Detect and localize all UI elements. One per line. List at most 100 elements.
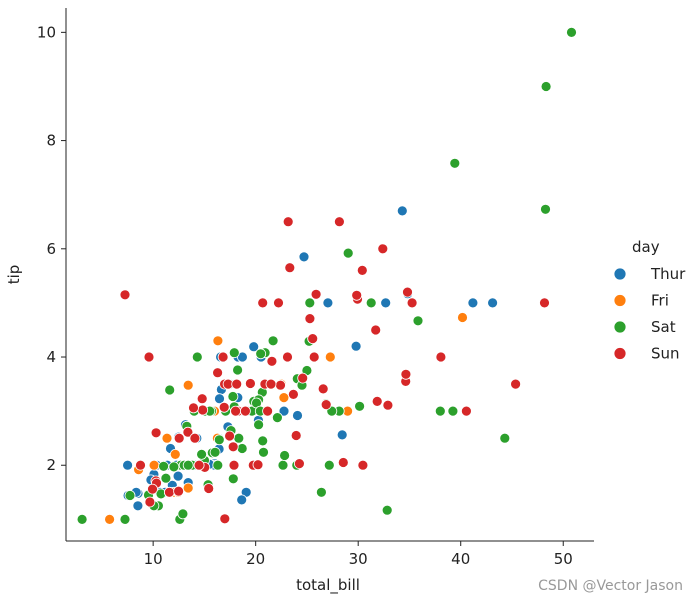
data-point xyxy=(172,470,184,482)
data-point xyxy=(227,441,239,453)
data-point xyxy=(266,355,278,367)
data-point xyxy=(308,351,320,363)
data-point xyxy=(257,435,269,447)
data-point xyxy=(104,514,115,525)
data-point xyxy=(228,459,240,471)
data-point xyxy=(333,216,345,228)
y-tick-label: 8 xyxy=(46,132,56,150)
data-point xyxy=(412,315,424,327)
data-point xyxy=(135,459,146,471)
data-point xyxy=(236,494,248,506)
data-point xyxy=(189,432,201,444)
data-point xyxy=(435,351,447,363)
data-point xyxy=(290,430,302,441)
y-tick-label: 10 xyxy=(37,23,56,41)
data-point xyxy=(406,297,418,309)
data-point xyxy=(182,459,194,471)
data-point xyxy=(177,508,189,520)
data-point xyxy=(252,459,264,471)
data-point xyxy=(119,514,131,525)
data-point xyxy=(227,473,239,485)
data-point xyxy=(197,404,209,416)
series-sat xyxy=(76,27,577,525)
data-point xyxy=(253,419,265,431)
data-point xyxy=(447,405,459,417)
data-point xyxy=(188,402,199,414)
x-tick-label: 50 xyxy=(554,550,573,568)
data-point xyxy=(322,297,334,309)
data-point xyxy=(449,157,461,169)
legend: day Thur Fri Sat Sun xyxy=(613,238,686,363)
y-tick-label: 2 xyxy=(46,456,56,474)
data-point xyxy=(132,500,144,512)
data-point xyxy=(402,286,413,298)
data-point xyxy=(224,430,236,442)
data-point xyxy=(267,335,279,347)
data-point xyxy=(76,514,88,525)
data-point xyxy=(287,388,299,400)
x-tick-label: 10 xyxy=(144,550,163,568)
data-point xyxy=(196,448,208,460)
data-point xyxy=(193,459,205,471)
data-point xyxy=(150,427,162,439)
data-point xyxy=(297,372,309,384)
data-point xyxy=(262,405,274,417)
data-point xyxy=(144,496,156,508)
data-point xyxy=(228,347,240,359)
data-point xyxy=(278,392,290,404)
data-point xyxy=(219,513,231,525)
data-point xyxy=(143,351,155,363)
data-point xyxy=(273,297,284,309)
y-tick-label: 6 xyxy=(46,240,56,258)
x-tick-label: 30 xyxy=(349,550,368,568)
data-point xyxy=(196,393,208,405)
legend-label: Thur xyxy=(650,265,686,283)
data-point xyxy=(239,405,251,417)
data-point xyxy=(351,289,363,301)
data-point xyxy=(566,27,577,38)
data-point xyxy=(467,297,479,309)
data-point xyxy=(173,432,185,444)
y-axis-label: tip xyxy=(5,265,23,285)
legend-label: Fri xyxy=(651,292,669,310)
data-point xyxy=(499,432,511,444)
watermark-text: CSDN @Vector Jason xyxy=(538,578,683,594)
data-point xyxy=(257,297,269,309)
data-point xyxy=(371,395,383,407)
data-point xyxy=(381,504,393,516)
data-point xyxy=(282,216,294,228)
data-point xyxy=(310,288,322,300)
data-points xyxy=(76,27,577,525)
data-point xyxy=(284,262,296,274)
data-point xyxy=(320,399,332,411)
data-point xyxy=(307,333,319,345)
x-tick-label: 40 xyxy=(451,550,470,568)
legend-label: Sat xyxy=(651,318,676,336)
data-point xyxy=(160,472,172,484)
data-point xyxy=(164,384,176,396)
data-point xyxy=(212,459,224,471)
data-point xyxy=(350,340,362,352)
data-point xyxy=(356,264,368,276)
data-point xyxy=(212,367,224,379)
data-point xyxy=(370,324,382,336)
data-point xyxy=(119,289,131,301)
data-point xyxy=(298,251,310,263)
legend-marker xyxy=(613,267,627,281)
data-point xyxy=(147,483,158,495)
data-point xyxy=(380,297,392,309)
data-point xyxy=(124,490,136,501)
data-point xyxy=(209,446,221,458)
data-point xyxy=(277,459,289,471)
data-point xyxy=(354,400,366,412)
data-point xyxy=(168,461,180,473)
data-point xyxy=(460,405,472,417)
legend-marker xyxy=(613,320,627,334)
data-point xyxy=(218,401,230,413)
data-point xyxy=(324,351,336,363)
data-point xyxy=(217,351,229,363)
data-point xyxy=(213,434,225,446)
data-point xyxy=(122,459,133,471)
data-point xyxy=(400,368,412,380)
data-point xyxy=(342,247,354,259)
